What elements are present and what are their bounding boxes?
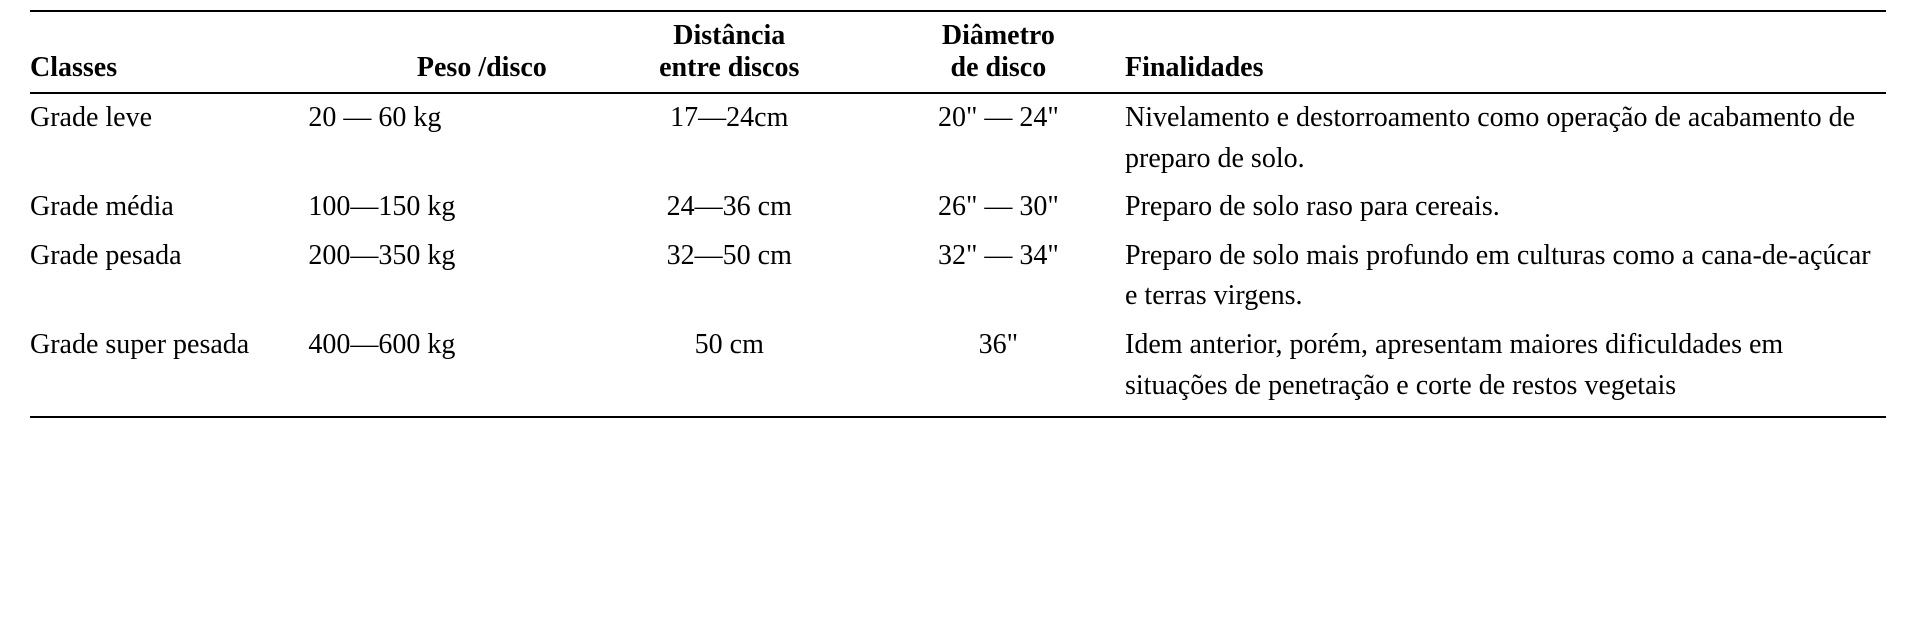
table-row: Grade pesada 200—350 kg 32—50 cm 32" — 3…	[30, 232, 1886, 321]
cell-diam: 36"	[884, 321, 1125, 417]
cell-diam: 26" — 30"	[884, 183, 1125, 232]
cell-classes: Grade pesada	[30, 232, 308, 321]
cell-dist: 17—24cm	[587, 93, 884, 183]
table-row: Grade super pesada 400—600 kg 50 cm 36" …	[30, 321, 1886, 417]
cell-dist: 24—36 cm	[587, 183, 884, 232]
cell-classes: Grade média	[30, 183, 308, 232]
header-finalidades: Finalidades	[1125, 11, 1886, 93]
header-classes: Classes	[30, 11, 308, 93]
cell-dist: 50 cm	[587, 321, 884, 417]
cell-diam: 20" — 24"	[884, 93, 1125, 183]
header-diametro: Diâmetrode disco	[884, 11, 1125, 93]
cell-final: Preparo de solo raso para cereais.	[1125, 183, 1886, 232]
cell-classes: Grade leve	[30, 93, 308, 183]
table-header: Classes Peso /disco Distânciaentre disco…	[30, 11, 1886, 93]
cell-peso: 20 — 60 kg	[308, 93, 586, 183]
table-body: Grade leve 20 — 60 kg 17—24cm 20" — 24" …	[30, 93, 1886, 417]
cell-classes: Grade super pesada	[30, 321, 308, 417]
grades-table: Classes Peso /disco Distânciaentre disco…	[30, 10, 1886, 418]
header-peso: Peso /disco	[308, 11, 586, 93]
table-row: Grade média 100—150 kg 24—36 cm 26" — 30…	[30, 183, 1886, 232]
cell-peso: 200—350 kg	[308, 232, 586, 321]
cell-final: Nivelamento e destorroamento como operaç…	[1125, 93, 1886, 183]
cell-final: Preparo de solo mais profundo em cultura…	[1125, 232, 1886, 321]
cell-peso: 100—150 kg	[308, 183, 586, 232]
cell-diam: 32" — 34"	[884, 232, 1125, 321]
cell-peso: 400—600 kg	[308, 321, 586, 417]
cell-dist: 32—50 cm	[587, 232, 884, 321]
cell-final: Idem anterior, porém, apresentam maiores…	[1125, 321, 1886, 417]
table-row: Grade leve 20 — 60 kg 17—24cm 20" — 24" …	[30, 93, 1886, 183]
header-distancia: Distânciaentre discos	[587, 11, 884, 93]
header-row: Classes Peso /disco Distânciaentre disco…	[30, 11, 1886, 93]
